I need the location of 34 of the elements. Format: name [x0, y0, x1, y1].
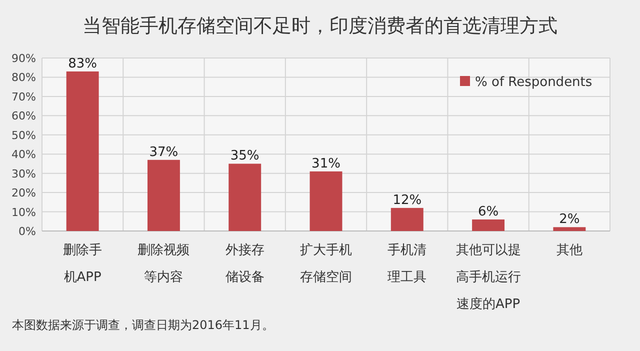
legend-label: % of Respondents: [475, 75, 592, 90]
text: 2%: [559, 212, 580, 228]
x-tick-label: 外接存储设备: [225, 243, 264, 285]
x-tick-label: 删除视频等内容: [138, 243, 190, 285]
y-tick-label: 40%: [12, 148, 36, 162]
x-tick-label: 删除手机APP: [63, 243, 102, 285]
y-tick-label: 80%: [12, 71, 36, 84]
bar: [472, 219, 505, 231]
x-tick-label: 扩大手机存储空间: [300, 243, 352, 285]
y-tick-label: 0%: [18, 225, 36, 238]
y-tick-label: 30%: [12, 167, 36, 180]
text: 35%: [230, 148, 260, 164]
bar: [228, 164, 262, 231]
bar: [147, 160, 180, 231]
text: 31%: [312, 156, 340, 172]
y-tick-label: 70%: [12, 90, 36, 104]
text: 本图数据来源于调查，调查日期为2016年11月。: [12, 318, 274, 332]
text: 12%: [392, 192, 422, 208]
y-tick-label: 20%: [12, 186, 36, 200]
x-tick-label: 手机清理工具: [388, 243, 427, 285]
chart-title: 当智能手机存储空间不足时，印度消费者的首选清理方式: [82, 15, 558, 37]
bar: [66, 71, 99, 231]
y-tick-label: 60%: [12, 110, 36, 123]
y-tick-label: 90%: [12, 52, 36, 65]
y-tick-label: 10%: [12, 206, 36, 219]
y-tick-label: 50%: [12, 128, 36, 142]
text: 37%: [149, 144, 178, 160]
bar: [390, 208, 424, 231]
bar: [553, 227, 586, 231]
text: 6%: [478, 204, 499, 220]
x-tick-label: 其他可以提高手机运行速度的APP: [456, 243, 521, 312]
x-tick-label: 其他: [556, 243, 582, 258]
bar: [310, 171, 342, 231]
text: 83%: [68, 56, 98, 72]
